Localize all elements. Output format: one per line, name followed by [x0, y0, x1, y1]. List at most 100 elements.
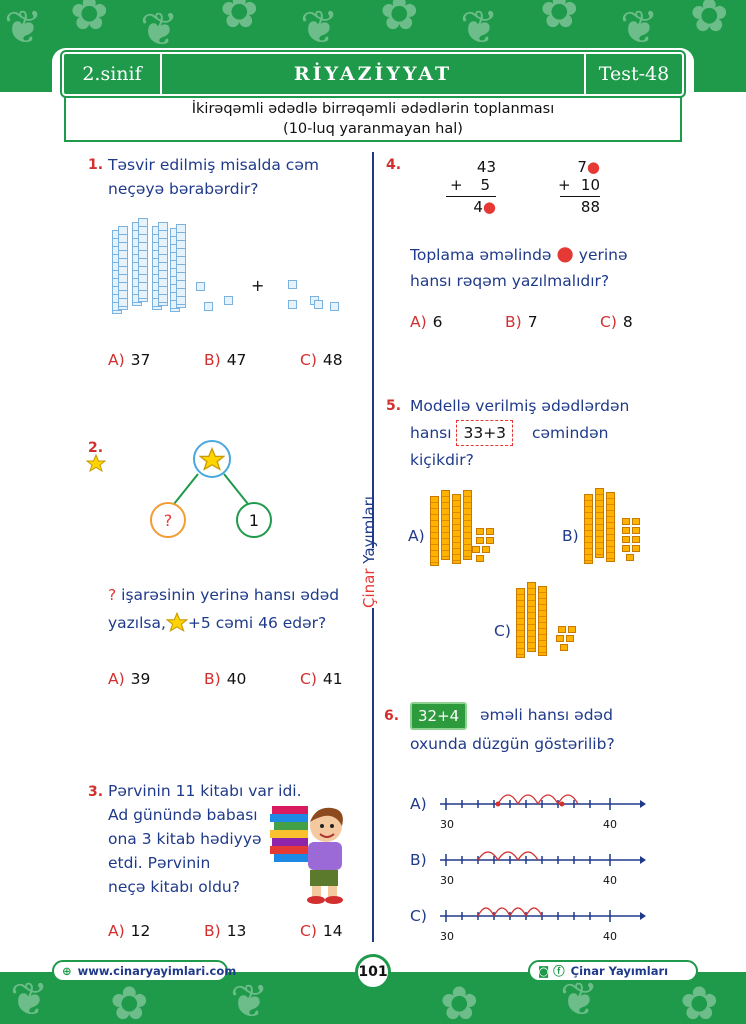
- one-circle: 1: [236, 502, 272, 538]
- q3-answer-a[interactable]: A) 12: [108, 922, 150, 940]
- subtitle-line1: İkirəqəmli ədədlə birrəqəmli ədədlərin t…: [191, 101, 555, 117]
- q3-line1: Pərvinin 11 kitabı var idi.: [108, 782, 302, 800]
- q6-b-start: 30: [440, 874, 454, 887]
- social-brand[interactable]: ◙ ⓕ Çinar Yayımları: [528, 960, 698, 982]
- unit-cube: [476, 537, 484, 544]
- q5-text-2a: hansı: [410, 424, 452, 442]
- unit-cube: [632, 545, 640, 552]
- q6-option-b-label[interactable]: B): [410, 851, 427, 869]
- side-label-red: Çinar: [360, 568, 378, 608]
- q4-answer-a[interactable]: A) 6: [410, 313, 443, 331]
- q1-answer-b[interactable]: B) 47: [204, 351, 246, 369]
- q1-answer-c[interactable]: C) 48: [300, 351, 343, 369]
- strawberry-icon: ●: [556, 241, 574, 265]
- q4-left-b: 5: [480, 176, 490, 194]
- unit-cube: [622, 527, 630, 534]
- q4-right-result: 88: [560, 196, 600, 216]
- instagram-icon: ◙: [538, 964, 550, 978]
- website-link[interactable]: ⊕ www.cinaryayimlari.com: [52, 960, 236, 982]
- q2-number: 2.: [88, 440, 104, 456]
- globe-icon: ⊕: [62, 964, 72, 978]
- answer-letter: C): [600, 313, 617, 331]
- answer-value: 41: [322, 670, 343, 688]
- answer-letter: A): [410, 313, 427, 331]
- ten-rod: [538, 586, 547, 656]
- answer-letter: A): [108, 351, 125, 369]
- q6-option-a-label[interactable]: A): [410, 795, 427, 813]
- q6-text-2: oxunda düzgün göstərilib?: [410, 735, 615, 753]
- answer-value: 47: [226, 351, 247, 369]
- answer-value: 8: [622, 313, 633, 331]
- ten-rod: [606, 492, 615, 562]
- q6-expression-box: 32+4: [410, 702, 468, 730]
- q5-text-3: kiçikdir?: [410, 451, 474, 469]
- unit-cube: [622, 536, 630, 543]
- q4-answer-b[interactable]: B) 7: [505, 313, 538, 331]
- q1-text-line1: Təsvir edilmiş misalda cəm: [108, 156, 319, 174]
- q1-answer-a[interactable]: A) 37: [108, 351, 150, 369]
- q4-answer-c[interactable]: C) 8: [600, 313, 633, 331]
- answer-value: 40: [226, 670, 247, 688]
- q2-question-mark: ?: [108, 586, 117, 604]
- unit-cube: [224, 296, 233, 305]
- unit-cube: [288, 300, 297, 309]
- q3-number: 3.: [88, 784, 104, 800]
- unit-cube: [556, 635, 564, 642]
- brand-text: Çinar Yayımları: [570, 964, 669, 978]
- ten-rod: [527, 582, 536, 652]
- q6-number-line-c[interactable]: [436, 892, 646, 930]
- unit-cube: [486, 528, 494, 535]
- ten-rod: [516, 588, 525, 658]
- q3-answer-c[interactable]: C) 14: [300, 922, 343, 940]
- answer-value: 14: [322, 922, 343, 940]
- q6-c-end: 40: [603, 930, 617, 943]
- q5-option-a-label[interactable]: A): [408, 527, 425, 545]
- star-icon: [199, 447, 225, 471]
- q2-text-line1: işarəsinin yerinə hansı ədəd: [121, 586, 340, 604]
- q4-right-plus: +: [558, 176, 571, 194]
- unknown-circle: ?: [150, 502, 186, 538]
- ten-rod: [463, 490, 472, 560]
- q6-number-line-b[interactable]: [436, 836, 646, 874]
- star-icon: [86, 454, 106, 472]
- q2-text-line2b: +5 cəmi 46 edər?: [187, 614, 327, 632]
- q5-option-b-label[interactable]: B): [562, 527, 579, 545]
- q4-number: 4.: [386, 157, 402, 173]
- q4-text-2: hansı rəqəm yazılmalıdır?: [410, 272, 610, 290]
- answer-letter: C): [300, 670, 317, 688]
- q6-a-end: 40: [603, 818, 617, 831]
- answer-letter: A): [108, 922, 125, 940]
- q6-number-line-a[interactable]: [436, 780, 646, 818]
- q3-answer-b[interactable]: B) 13: [204, 922, 246, 940]
- q6-option-c-label[interactable]: C): [410, 907, 427, 925]
- q4-left-a: 43: [476, 158, 496, 176]
- ten-rod: [584, 494, 593, 564]
- ten-rod: [176, 224, 186, 308]
- ten-rod: [118, 226, 128, 310]
- q3-line5: neçə kitabı oldu?: [108, 878, 240, 896]
- q6-text-1: əməli hansı ədəd: [480, 706, 613, 724]
- unit-cube: [314, 300, 323, 309]
- q2-answer-a[interactable]: A) 39: [108, 670, 150, 688]
- facebook-icon: ⓕ: [553, 964, 565, 978]
- page-number: 101: [355, 954, 391, 990]
- q2-answer-c[interactable]: C) 41: [300, 670, 343, 688]
- unit-cube: [622, 545, 630, 552]
- subtitle-line2: (10-luq yaranmayan hal): [283, 121, 463, 137]
- q2-answer-b[interactable]: B) 40: [204, 670, 246, 688]
- unit-cube: [632, 518, 640, 525]
- q3-line4: etdi. Pərvinin: [108, 854, 211, 872]
- unit-cube: [482, 546, 490, 553]
- q1-plus-sign: +: [251, 276, 265, 295]
- test-number: Test-48: [584, 54, 682, 94]
- ten-rod: [452, 494, 461, 564]
- q5-option-c-label[interactable]: C): [494, 622, 511, 640]
- q1-text-line2: neçəyə bərabərdir?: [108, 180, 259, 198]
- q1-number: 1.: [88, 157, 104, 173]
- answer-letter: C): [300, 922, 317, 940]
- answer-value: 6: [432, 313, 443, 331]
- q2-text-line2a: yazılsa,: [108, 614, 166, 632]
- unit-cube: [288, 280, 297, 289]
- q3-line2: Ad günündə babası: [108, 806, 258, 824]
- q4-left-plus: +: [450, 176, 463, 194]
